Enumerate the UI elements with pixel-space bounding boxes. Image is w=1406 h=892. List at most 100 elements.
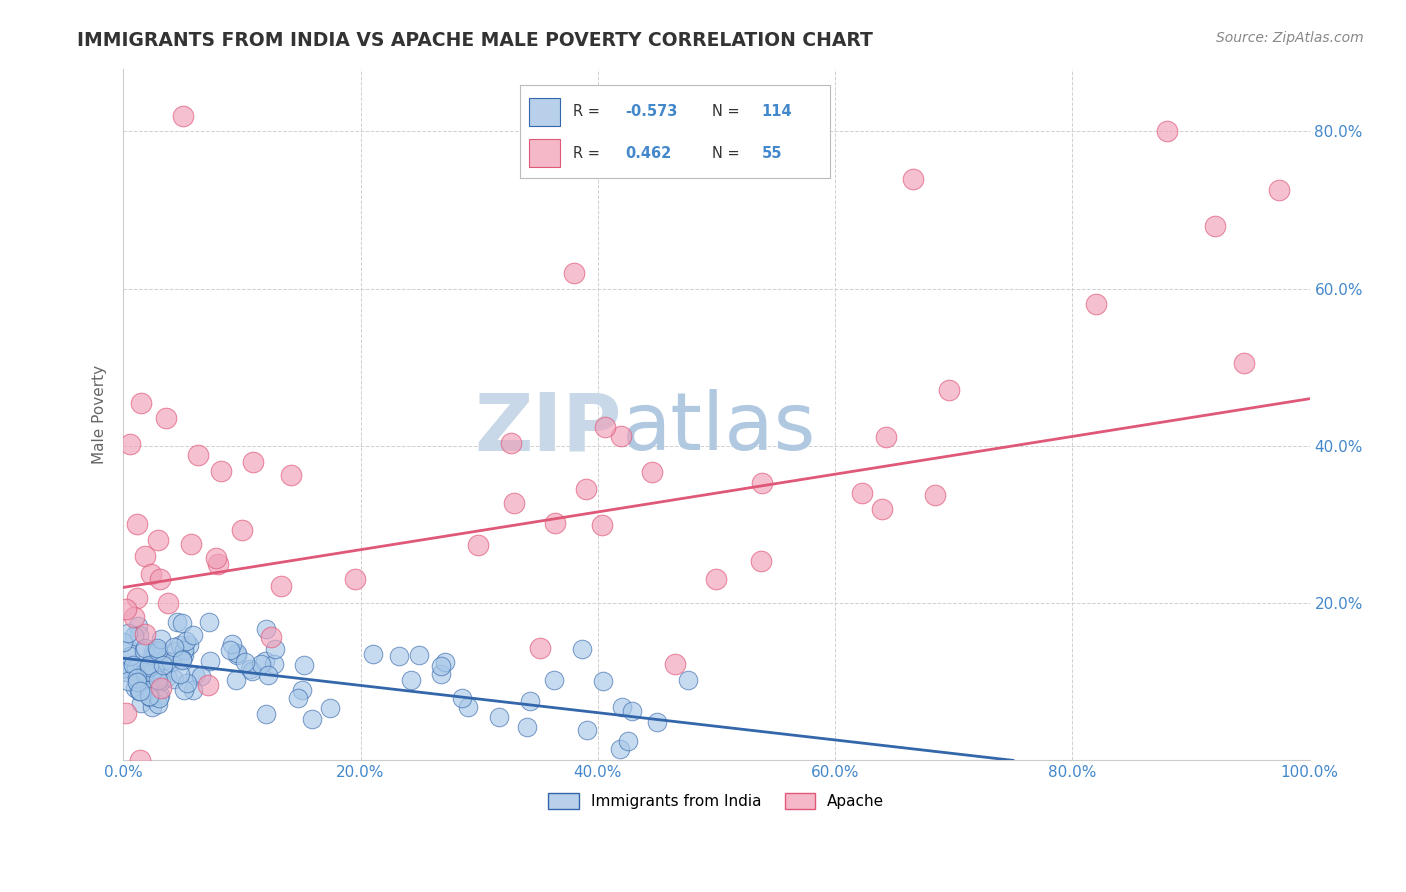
Point — [515, 720, 537, 734]
Point — [146, 640, 169, 655]
Point — [124, 681, 146, 696]
Point — [148, 656, 170, 670]
Point — [149, 632, 172, 646]
Point — [292, 657, 315, 672]
Point — [179, 639, 201, 653]
Point — [1204, 219, 1226, 233]
Point — [127, 591, 149, 605]
Point — [157, 596, 180, 610]
Text: -0.573: -0.573 — [626, 104, 678, 120]
Point — [575, 483, 598, 497]
Point — [749, 553, 772, 567]
Point — [529, 640, 551, 655]
Point — [170, 615, 193, 630]
Point — [150, 681, 173, 695]
Point — [132, 644, 155, 658]
Point — [388, 648, 411, 663]
Point — [610, 429, 633, 443]
Point — [205, 550, 228, 565]
Point — [135, 660, 157, 674]
Point — [146, 533, 169, 547]
Text: ZIP: ZIP — [474, 389, 621, 467]
Point — [576, 723, 599, 737]
Point — [122, 629, 145, 643]
Point — [239, 662, 262, 676]
Point — [207, 557, 229, 571]
Point — [134, 667, 156, 681]
Point — [125, 661, 148, 675]
Text: N =: N = — [711, 145, 740, 161]
Point — [150, 674, 173, 689]
Point — [156, 670, 179, 684]
Point — [165, 644, 187, 658]
Point — [254, 707, 277, 722]
Point — [166, 615, 188, 630]
Point — [187, 448, 209, 462]
Point — [117, 625, 139, 640]
Point — [433, 655, 456, 669]
Point — [163, 673, 186, 687]
Point — [870, 502, 893, 516]
Y-axis label: Male Poverty: Male Poverty — [93, 365, 107, 464]
Point — [172, 651, 194, 665]
Point — [253, 654, 276, 668]
Point — [138, 689, 160, 703]
Point — [562, 266, 585, 280]
Point — [250, 657, 273, 671]
Point — [280, 468, 302, 483]
Text: N =: N = — [711, 104, 740, 120]
Point — [115, 644, 138, 658]
Point — [197, 678, 219, 692]
Point — [138, 690, 160, 704]
Point — [240, 665, 263, 679]
Point — [148, 690, 170, 705]
Point — [141, 666, 163, 681]
Text: Source: ZipAtlas.com: Source: ZipAtlas.com — [1216, 31, 1364, 45]
Point — [139, 673, 162, 688]
Point — [114, 661, 136, 675]
Point — [450, 690, 472, 705]
Point — [129, 684, 152, 698]
Point — [571, 642, 593, 657]
Point — [592, 673, 614, 688]
Point — [676, 673, 699, 687]
Point — [134, 641, 156, 656]
Text: 0.462: 0.462 — [626, 145, 672, 161]
Point — [301, 713, 323, 727]
Point — [128, 684, 150, 698]
Point — [704, 572, 727, 586]
Point — [131, 395, 153, 409]
Point — [125, 672, 148, 686]
Point — [647, 714, 669, 729]
Point — [503, 496, 526, 510]
Point — [938, 383, 960, 397]
Point — [120, 436, 142, 450]
Point — [138, 660, 160, 674]
Point — [148, 673, 170, 688]
Point — [180, 537, 202, 551]
Point — [169, 667, 191, 681]
Point — [263, 657, 285, 672]
Point — [591, 517, 613, 532]
Point — [751, 475, 773, 490]
Point — [145, 642, 167, 657]
Point — [641, 465, 664, 479]
Point — [160, 655, 183, 669]
Point — [134, 627, 156, 641]
Point — [1268, 183, 1291, 197]
Point — [664, 657, 686, 672]
Point — [184, 668, 207, 682]
Point — [430, 659, 453, 673]
Point — [138, 657, 160, 672]
Point — [143, 647, 166, 661]
Point — [115, 665, 138, 679]
Point — [609, 742, 631, 756]
Point — [169, 638, 191, 652]
Point — [142, 645, 165, 659]
Point — [170, 653, 193, 667]
Point — [127, 619, 149, 633]
Text: IMMIGRANTS FROM INDIA VS APACHE MALE POVERTY CORRELATION CHART: IMMIGRANTS FROM INDIA VS APACHE MALE POV… — [77, 31, 873, 50]
Text: R =: R = — [572, 104, 600, 120]
Point — [141, 649, 163, 664]
Point — [129, 696, 152, 710]
